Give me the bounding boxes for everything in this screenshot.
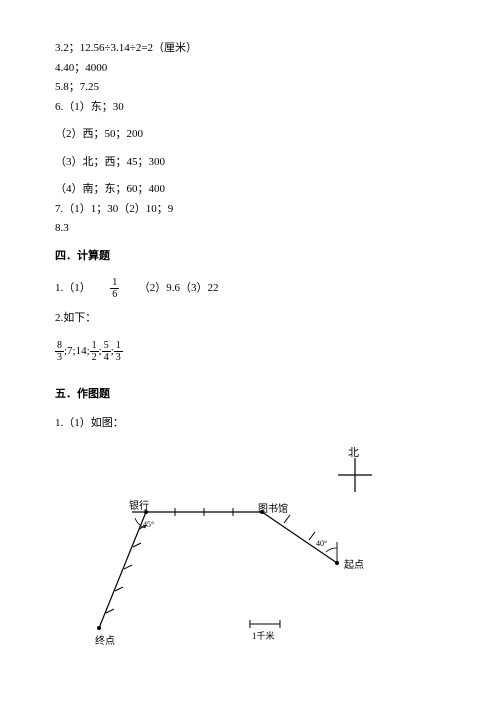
eq-f1-den: 3 (55, 352, 64, 363)
q1-frac-num: 1 (110, 277, 119, 289)
origin-label: 起点 (344, 556, 364, 571)
eq-f3-den: 4 (102, 352, 111, 363)
end-label: 终点 (95, 632, 115, 647)
answer-line-4: 4.40；4000 (55, 60, 445, 77)
eq-frac-4: 1 3 (114, 340, 123, 363)
equation-line: 8 3 ;7;14; 1 2 ; 5 4 ; 1 3 (55, 340, 445, 363)
answer-line-3: 3.2；12.56÷3.14÷2=2（厘米） (55, 40, 445, 57)
eq-frac-2: 1 2 (90, 340, 99, 363)
point-origin (335, 561, 339, 565)
section-5-heading: 五．作图题 (55, 385, 445, 401)
scale-label: 1千米 (252, 629, 275, 642)
bank-label: 银行 (129, 497, 149, 512)
eq-f2-den: 2 (90, 352, 99, 363)
route-polyline (99, 512, 337, 628)
answer-line-6-1: 6.（1）东；30 (55, 99, 445, 116)
library-label: 图书馆 (258, 500, 288, 515)
route-diagram: 北 银行 图书馆 起点 终点 1千米 45° 40° (55, 452, 445, 682)
q1-suffix: （2）9.6（3）22 (139, 280, 219, 297)
angle-arc-right (326, 547, 337, 551)
eq-f4-num: 1 (114, 340, 123, 352)
angle-right-label: 40° (316, 539, 327, 548)
section-4-heading: 四．计算题 (55, 247, 445, 263)
eq-f3-num: 5 (102, 340, 111, 352)
calc-q1: 1.（1） 1 6 （2）9.6（3）22 (55, 277, 445, 300)
answer-line-5: 5.8；7.25 (55, 79, 445, 96)
q1-prefix: 1.（1） (55, 280, 91, 297)
draw-q1: 1.（1）如图： (55, 415, 445, 432)
north-label: 北 (348, 444, 359, 460)
q1-frac-den: 6 (110, 289, 119, 300)
angle-left-label: 45° (143, 520, 154, 529)
answer-line-8: 8.3 (55, 220, 445, 237)
route-ticks-right (284, 515, 315, 540)
diagram-svg (55, 452, 445, 682)
q1-fraction: 1 6 (110, 277, 119, 300)
answer-line-6-2: （2）西；50；200 (55, 126, 445, 143)
eq-text-1: ;7;14; (64, 343, 90, 360)
eq-frac-3: 5 4 (102, 340, 111, 363)
compass-icon (338, 458, 372, 492)
answer-line-7: 7.（1）1；30（2）10；9 (55, 201, 445, 218)
answer-line-6-3: （3）北；西；45；300 (55, 154, 445, 171)
eq-f4-den: 3 (114, 352, 123, 363)
answer-line-6-4: （4）南；东；60；400 (55, 181, 445, 198)
point-end (97, 626, 101, 630)
scale-bar (250, 620, 280, 628)
calc-q2: 2.如下： (55, 310, 445, 327)
route-ticks-left (106, 525, 147, 613)
eq-f2-num: 1 (90, 340, 99, 352)
eq-frac-1: 8 3 (55, 340, 64, 363)
eq-f1-num: 8 (55, 340, 64, 352)
